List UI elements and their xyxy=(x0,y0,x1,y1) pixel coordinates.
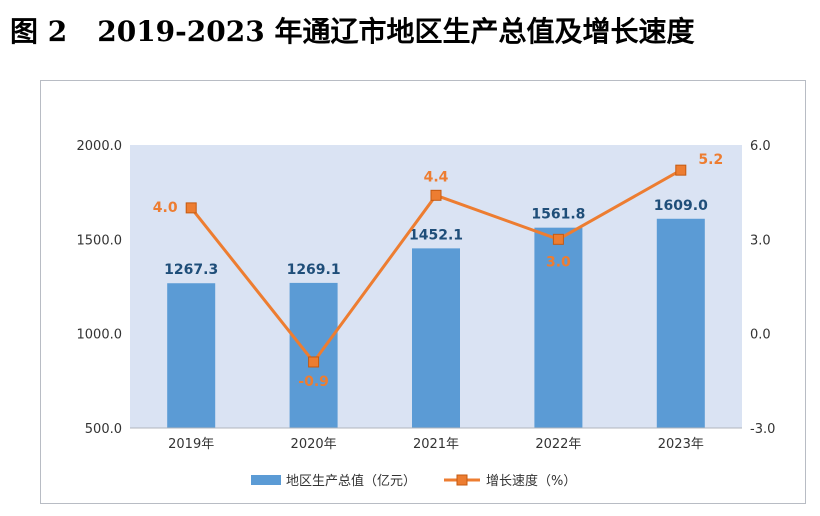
legend-swatch-marker xyxy=(456,474,468,486)
line-point xyxy=(430,189,442,201)
legend-swatch-bar xyxy=(251,475,281,485)
bar-data-label: 1267.3 xyxy=(164,262,218,278)
bar-data-label: 1609.0 xyxy=(654,198,708,214)
x-tick-label: 2020年 xyxy=(291,437,337,452)
y-left-tick-label: 2000.0 xyxy=(77,139,123,154)
bar-data-label: 1452.1 xyxy=(409,227,463,243)
x-tick-label: 2021年 xyxy=(413,437,459,452)
y-right-tick-label: 0.0 xyxy=(750,328,771,343)
bar xyxy=(412,248,460,428)
figure-title-text: 2019-2023 年通辽市地区生产总值及增长速度 xyxy=(97,15,695,48)
line-point xyxy=(185,202,197,214)
x-tick-label: 2019年 xyxy=(168,437,214,452)
y-left-tick-label: 500.0 xyxy=(85,422,122,437)
line-point xyxy=(552,233,564,245)
line-point xyxy=(308,356,320,368)
line-data-label: 4.4 xyxy=(424,169,449,185)
line-data-label: 4.0 xyxy=(153,200,178,216)
bar xyxy=(656,218,705,428)
y-left-tick-label: 1500.0 xyxy=(77,233,123,248)
x-tick-label: 2022年 xyxy=(535,437,581,452)
bar-data-label: 1561.8 xyxy=(531,207,585,223)
bar xyxy=(167,283,216,428)
figure-label: 图 2 xyxy=(10,15,68,48)
y-right-tick-label: -3.0 xyxy=(750,422,775,437)
x-tick-label: 2023年 xyxy=(658,437,704,452)
y-right-tick-label: 3.0 xyxy=(750,233,771,248)
legend-label-bar: 地区生产总值（亿元） xyxy=(286,473,416,489)
y-left-tick-label: 1000.0 xyxy=(77,328,123,343)
bar xyxy=(289,282,338,428)
bar-data-label: 1269.1 xyxy=(287,262,341,278)
figure-title: 图 2 2019-2023 年通辽市地区生产总值及增长速度 xyxy=(10,10,694,50)
line-data-label: 5.2 xyxy=(698,152,723,168)
line-point xyxy=(675,164,687,176)
bar xyxy=(534,227,583,428)
line-data-label: -0.9 xyxy=(298,374,329,390)
y-right-tick-label: 6.0 xyxy=(750,139,771,154)
legend-label-line: 增长速度（%） xyxy=(486,473,576,489)
line-data-label: 3.0 xyxy=(546,254,571,270)
